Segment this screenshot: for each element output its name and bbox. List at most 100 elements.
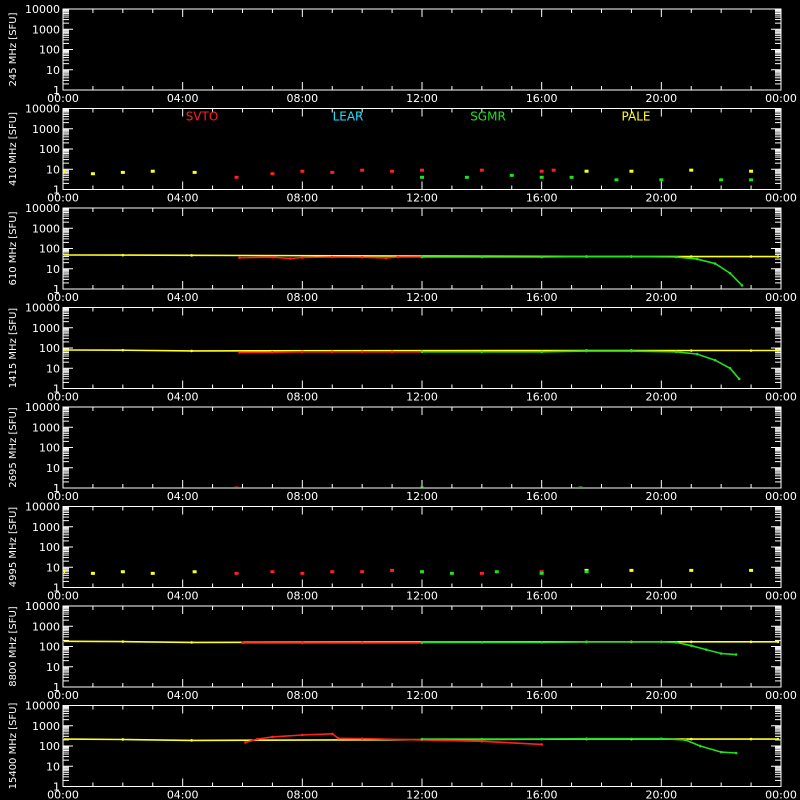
panel-1: 1 10 100 1000 10000 00:00 04:00 08:00 12:00 16:00…	[8, 103, 797, 205]
y-axis-label: 15400 MHz [SFU]	[8, 703, 19, 790]
data-point-pale	[584, 169, 589, 173]
y-axis-label: 610 MHz [SFU]	[8, 211, 19, 285]
x-tick-label: 00:00	[765, 391, 797, 404]
x-tick-label: 04:00	[167, 92, 199, 105]
y-axis-label: 245 MHz [SFU]	[8, 12, 19, 86]
data-point-pale	[90, 571, 95, 575]
y-tick-label: 1	[53, 781, 60, 794]
x-tick-label: 12:00	[406, 192, 438, 205]
panel-5: 1 10 100 1000 10000 00:00 04:00 08:00 12:00 16:00…	[8, 501, 797, 603]
data-point-svto	[396, 255, 400, 259]
panel-6: 1 10 100 1000 10000 00:00 04:00 08:00 12:00 16:00…	[8, 600, 797, 702]
y-tick-label: 10	[46, 661, 60, 674]
data-point-sgmr	[540, 641, 543, 644]
x-tick-label: 04:00	[167, 789, 199, 800]
x-tick-label: 20:00	[645, 391, 677, 404]
data-point-svto	[336, 737, 340, 740]
series-group	[64, 168, 780, 182]
x-tick-label: 08:00	[286, 291, 318, 304]
x-tick-label: 20:00	[645, 689, 677, 702]
data-point-pale	[120, 570, 125, 574]
data-point-svto	[360, 350, 364, 354]
data-point-svto	[271, 350, 274, 354]
data-point-sgmr	[728, 271, 732, 275]
data-point-sgmr	[480, 350, 484, 354]
x-tick-label: 00:00	[765, 192, 797, 205]
panel-7: 1 10 100 1000 10000 00:00 04:00 08:00 12:00 16:00…	[8, 700, 797, 800]
legend-label-sgmr: SGMR	[470, 110, 506, 124]
y-tick-label: 10	[46, 64, 60, 77]
y-tick-label: 100	[39, 740, 60, 753]
data-point-sgmr	[728, 366, 732, 370]
y-axis-label: 4995 MHz [SFU]	[8, 507, 19, 588]
y-tick-label: 1	[53, 383, 60, 396]
series-line-sgmr	[422, 350, 740, 380]
data-point-svto	[301, 733, 304, 737]
x-tick-label: 20:00	[645, 192, 677, 205]
data-point-pale	[689, 168, 694, 172]
series-group	[64, 348, 780, 381]
series-group	[234, 486, 583, 487]
data-point-sgmr	[464, 175, 469, 179]
y-tick-label: 1000	[32, 123, 60, 136]
x-tick-label: 12:00	[406, 291, 438, 304]
series-line-svto	[245, 732, 542, 746]
series-line-pale	[64, 349, 778, 352]
data-point-pale	[749, 640, 753, 644]
data-point-pale	[776, 255, 780, 258]
data-point-svto	[330, 170, 335, 174]
data-point-sgmr	[480, 641, 484, 644]
data-point-sgmr	[734, 751, 738, 755]
data-point-pale	[121, 348, 125, 352]
panel-0: 1 10 100 1000 10000 00:00 04:00 08:00 12:00 16:00…	[8, 3, 797, 105]
data-point-svto	[301, 641, 304, 645]
data-point-sgmr	[630, 255, 633, 258]
data-point-svto	[360, 168, 365, 172]
panel-4: 1 10 100 1000 10000 00:00 04:00 08:00 12:00 16:00…	[8, 401, 797, 503]
data-point-pale	[629, 169, 634, 173]
x-tick-label: 20:00	[645, 590, 677, 603]
data-point-svto	[330, 570, 335, 574]
y-tick-label: 1	[53, 582, 60, 595]
data-point-sgmr	[695, 257, 699, 261]
y-tick-label: 100	[39, 541, 60, 554]
data-point-svto	[300, 169, 305, 173]
data-point-svto	[238, 351, 241, 354]
y-tick-label: 100	[39, 641, 60, 654]
data-point-pale	[64, 738, 65, 740]
data-point-sgmr	[540, 350, 543, 354]
data-point-sgmr	[704, 648, 708, 651]
data-point-svto	[420, 168, 424, 172]
data-point-pale	[689, 640, 693, 644]
x-tick-label: 04:00	[167, 689, 199, 702]
data-point-sgmr	[630, 349, 633, 353]
data-point-sgmr	[614, 178, 619, 182]
x-tick-label: 20:00	[645, 291, 677, 304]
y-tick-label: 10	[46, 561, 60, 574]
data-point-sgmr	[689, 644, 693, 647]
x-tick-label: 16:00	[526, 490, 558, 503]
data-point-sgmr	[660, 640, 663, 644]
x-tick-label: 00:00	[765, 291, 797, 304]
y-tick-label: 100	[39, 442, 60, 455]
x-tick-label: 16:00	[526, 689, 558, 702]
y-tick-label: 1000	[32, 222, 60, 235]
data-point-sgmr	[509, 173, 514, 177]
data-point-svto	[271, 255, 274, 259]
data-point-svto	[479, 168, 484, 172]
data-point-svto	[540, 743, 543, 746]
legend-label-pale: PALE	[622, 110, 651, 124]
y-tick-label: 10000	[25, 700, 60, 713]
data-point-sgmr	[749, 178, 754, 182]
data-point-pale	[776, 349, 780, 352]
data-point-pale	[689, 737, 693, 741]
x-tick-label: 16:00	[526, 590, 558, 603]
x-tick-label: 08:00	[286, 192, 318, 205]
data-point-sgmr	[420, 255, 424, 259]
data-point-sgmr	[683, 738, 687, 742]
data-point-sgmr	[585, 349, 588, 353]
x-tick-label: 08:00	[286, 789, 318, 800]
data-point-sgmr	[713, 358, 717, 362]
x-tick-label: 20:00	[645, 92, 677, 105]
y-tick-label: 10	[46, 760, 60, 773]
